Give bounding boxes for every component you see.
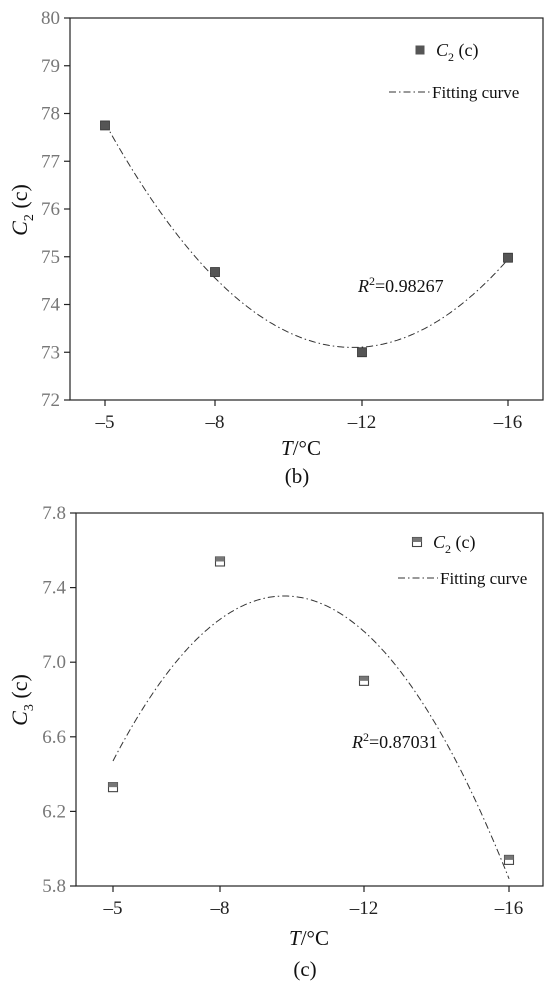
y-axis-label-rest: (c) [7, 184, 32, 214]
x-axis-label-rest: /°C [301, 926, 329, 950]
data-point [358, 675, 370, 686]
legend-fit-label: Fitting curve [440, 569, 527, 588]
data-point [214, 556, 226, 567]
data-point [100, 120, 110, 131]
legend-series-sub: 2 [448, 50, 454, 64]
data-point [210, 267, 220, 277]
legend-series-main: C [436, 40, 449, 60]
y-tick-label: 6.2 [42, 801, 66, 822]
data-point-fill [108, 782, 118, 788]
legend-series-sub: 2 [445, 542, 451, 556]
plot-frame [69, 17, 544, 401]
data-point-fill [359, 676, 369, 681]
r2-sup: 2 [363, 730, 369, 744]
y-axis-label-sub: 2 [22, 214, 37, 221]
data-point-fill [504, 855, 514, 860]
y-tick-label: 7.0 [42, 652, 66, 673]
fitting-curve [112, 595, 510, 879]
y-tick-label: 75 [41, 247, 60, 268]
r2-sup: 2 [369, 274, 375, 288]
data-point [503, 252, 513, 263]
x-axis-label: T/°C [281, 436, 321, 460]
legend-series-label: C2 (c) [433, 532, 476, 556]
legend-series-rest: (c) [454, 40, 478, 61]
r2-annotation: R2=0.87031 [351, 730, 438, 752]
data-point [503, 854, 515, 865]
y-tick-label: 6.6 [42, 727, 66, 748]
y-tick-label: 76 [41, 199, 60, 220]
x-tick-label: –12 [349, 898, 379, 919]
legend-fit-label: Fitting curve [432, 83, 519, 102]
y-tick-label: 7.8 [42, 503, 66, 524]
y-axis-label-main: C [7, 711, 32, 726]
plot-frame [75, 512, 544, 887]
panel-label: (c) [293, 957, 316, 981]
y-axis-label-rest: (c) [7, 674, 32, 704]
x-tick-label: –5 [103, 898, 123, 919]
data-point [357, 347, 367, 358]
r2-value: =0.98267 [375, 276, 444, 296]
legend-marker [415, 45, 425, 55]
y-tick-label: 73 [41, 342, 60, 363]
y-axis-label: C3 (c) [7, 674, 37, 726]
panel-label: (b) [285, 464, 310, 488]
r2-label: R [357, 276, 369, 296]
legend-series-main: C [433, 532, 446, 552]
x-tick-label: –16 [494, 898, 524, 919]
legend: C2 (c) Fitting curve [389, 40, 519, 102]
r2-label: R [351, 732, 363, 752]
x-axis-label-main: T [289, 926, 302, 950]
r2-value: =0.87031 [369, 732, 438, 752]
data-point [107, 782, 119, 793]
y-axis-label: C2 (c) [7, 184, 37, 236]
x-tick-label: –8 [205, 412, 225, 433]
data-point-fill [215, 556, 225, 562]
y-tick-label: 74 [41, 295, 61, 316]
legend-marker-fill [412, 537, 422, 542]
y-axis-label-main: C [7, 221, 32, 236]
x-tick-label: –16 [493, 412, 523, 433]
legend-series-rest: (c) [451, 532, 475, 553]
y-tick-label: 5.8 [42, 876, 66, 897]
legend: C2 (c) Fitting curve [398, 532, 527, 588]
x-axis-label: T/°C [289, 926, 329, 950]
legend-series-label: C2 (c) [436, 40, 479, 64]
y-tick-label: 7.4 [42, 578, 66, 599]
x-tick-label: –8 [210, 898, 230, 919]
x-axis-label-rest: /°C [293, 436, 321, 460]
y-tick-label: 77 [41, 151, 60, 172]
y-tick-label: 78 [41, 104, 60, 125]
y-tick-label: 79 [41, 56, 60, 77]
y-tick-label: 80 [41, 8, 60, 29]
x-axis-label-main: T [281, 436, 294, 460]
fitting-curve [104, 122, 508, 348]
y-tick-label: 72 [41, 390, 60, 411]
r2-annotation: R2=0.98267 [357, 274, 444, 296]
x-tick-label: –12 [347, 412, 377, 433]
y-axis-label-sub: 3 [22, 704, 37, 711]
x-tick-label: –5 [95, 412, 115, 433]
